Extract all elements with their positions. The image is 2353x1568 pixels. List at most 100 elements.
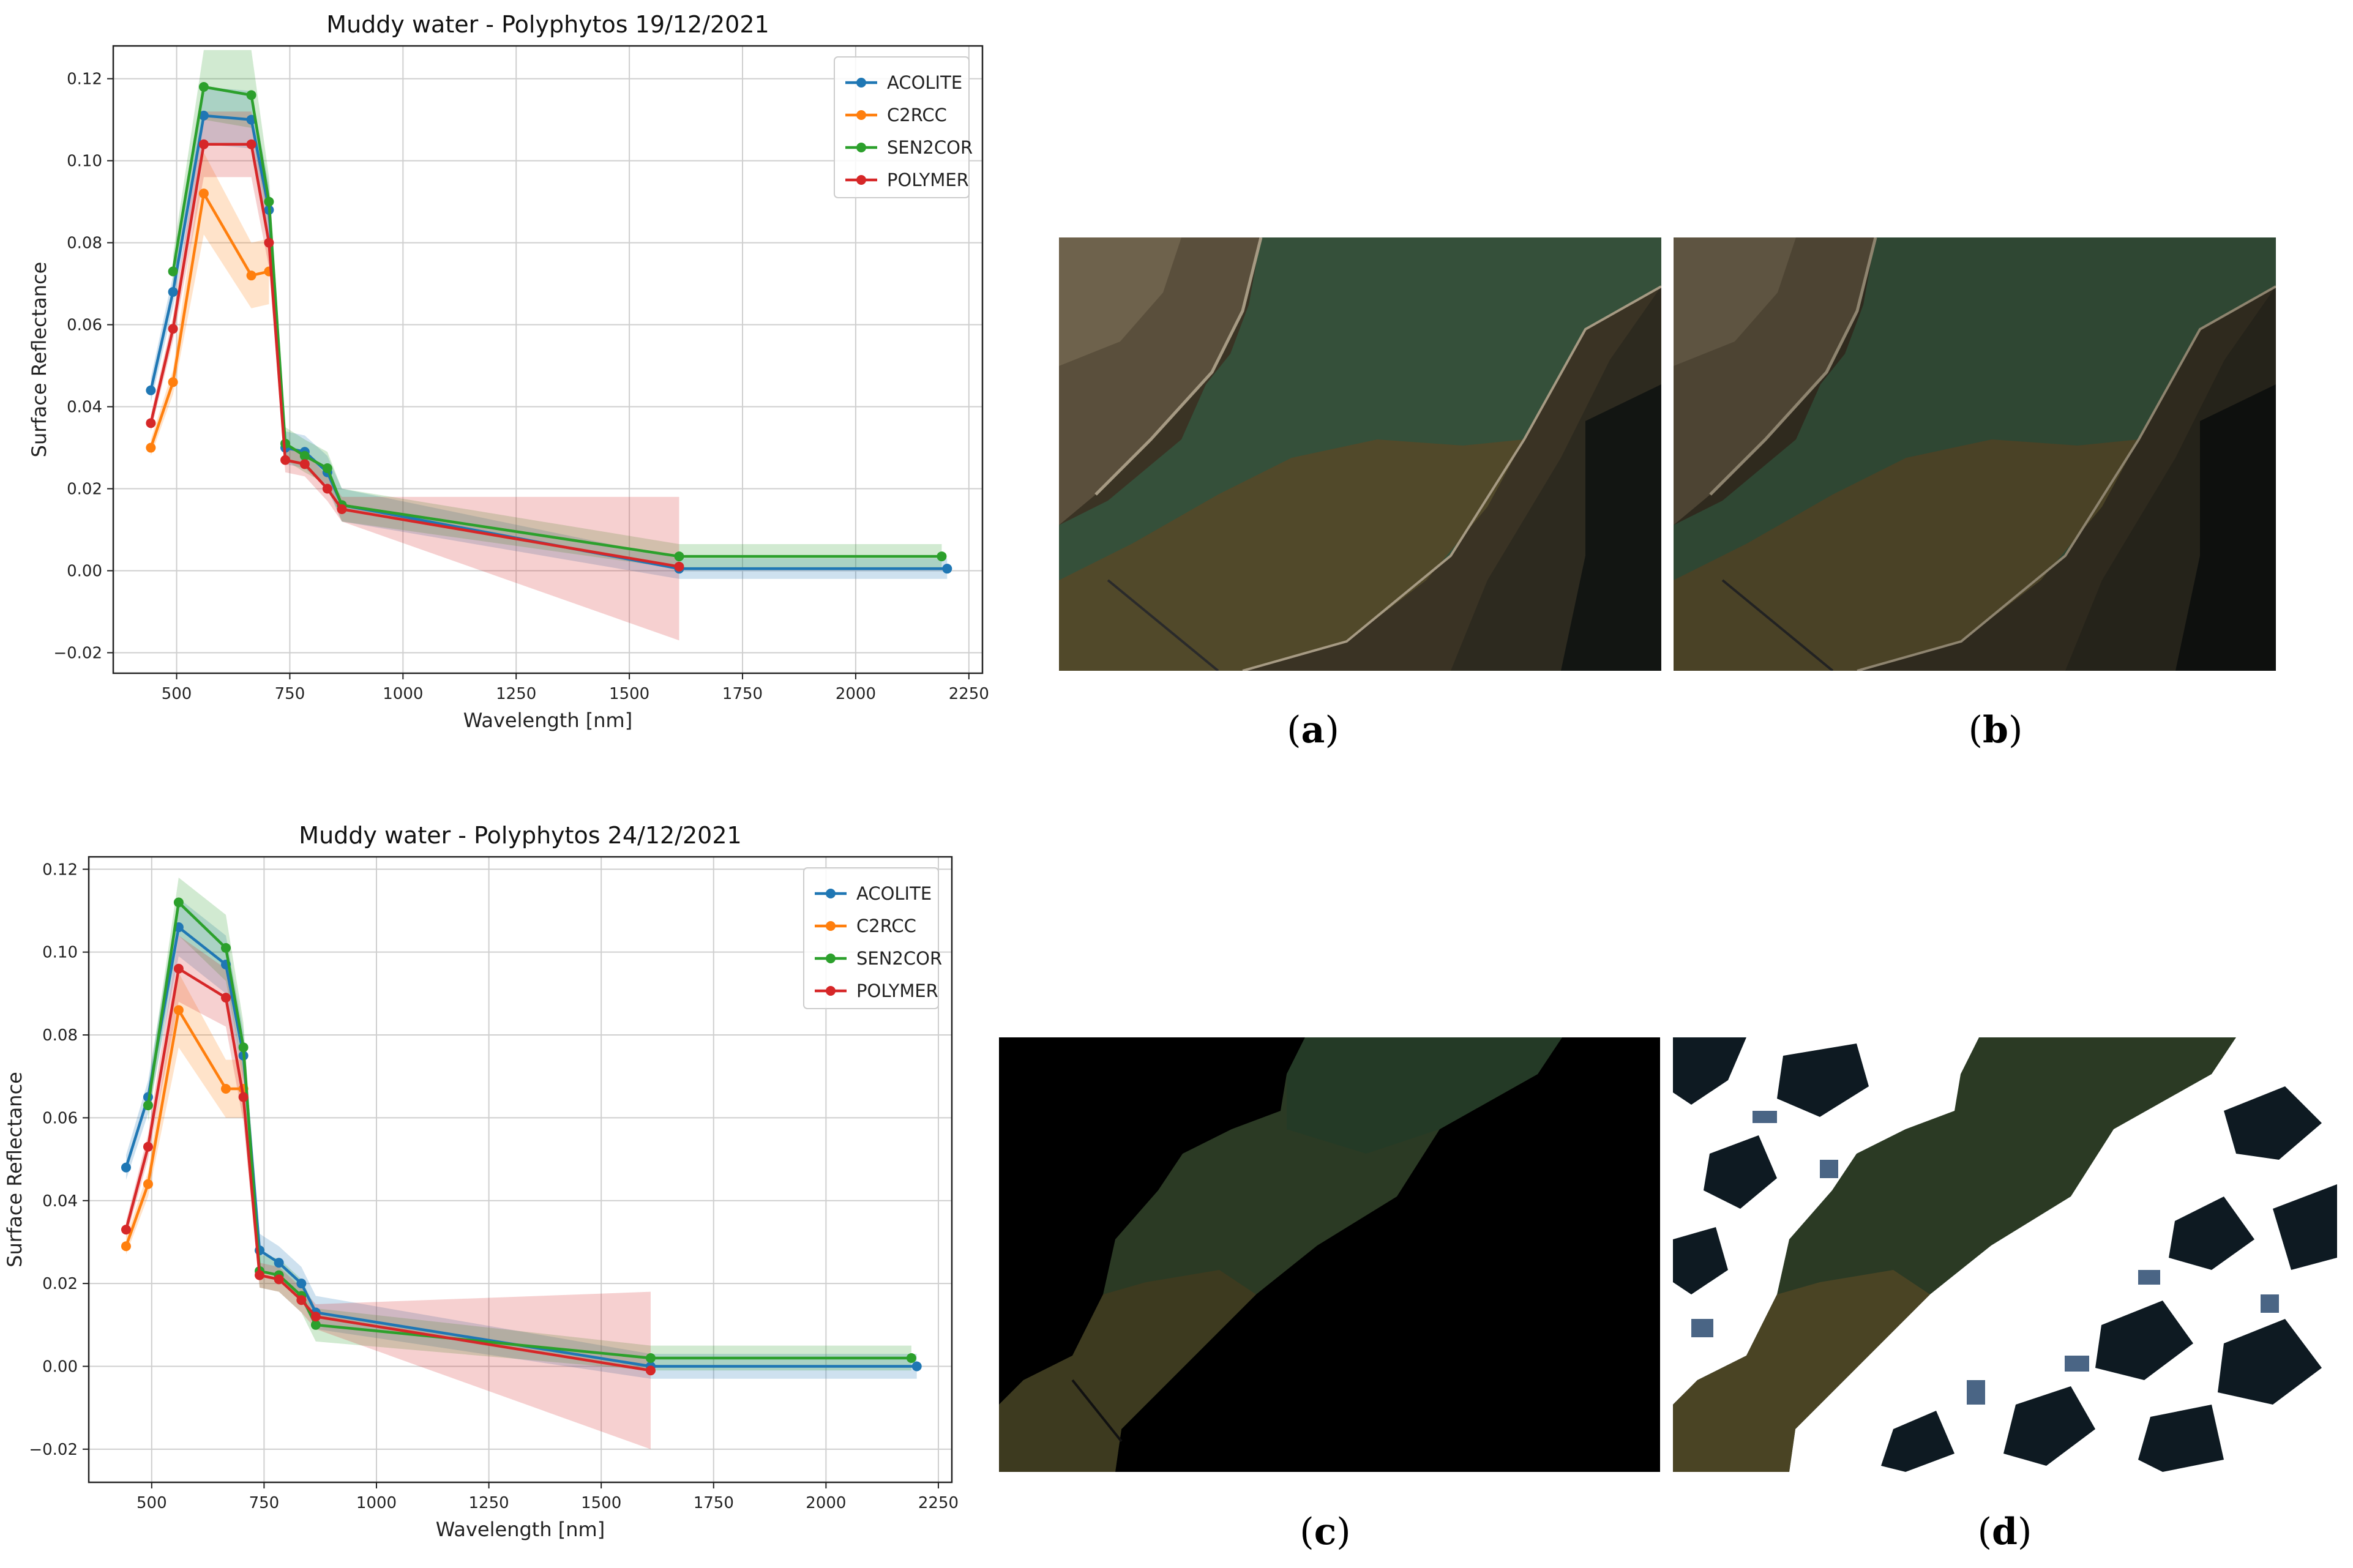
legend-marker-sen2cor <box>856 143 866 152</box>
band-sen2cor <box>148 877 911 1371</box>
legend-marker-acolite <box>856 78 866 88</box>
band-polymer <box>125 935 651 1449</box>
x-tick-label: 1750 <box>722 685 763 703</box>
data-point-sen2cor <box>310 1320 321 1330</box>
chart-title: Muddy water - Polyphytos 24/12/2021 <box>299 822 741 849</box>
series-line-sen2cor <box>171 85 942 558</box>
legend-label-sen2cor: SEN2COR <box>887 137 973 158</box>
band-acolite <box>125 898 917 1379</box>
y-tick-label: 0.02 <box>42 1275 78 1293</box>
satellite-image-c <box>999 1037 1660 1472</box>
data-point-acolite <box>146 385 156 395</box>
satellite-image-d <box>1673 1037 2337 1472</box>
x-axis-label: Wavelength [nm] <box>463 709 632 732</box>
data-point-c2rcc <box>146 442 156 453</box>
x-tick-label: 500 <box>137 1494 167 1512</box>
data-point-acolite <box>168 286 178 297</box>
data-point-polymer <box>645 1365 656 1376</box>
data-point-c2rcc <box>143 1179 153 1189</box>
x-tick-label: 2000 <box>806 1494 846 1512</box>
satellite-image-a <box>1059 237 1661 671</box>
y-tick-label: 0.04 <box>42 1192 78 1211</box>
legend-label-c2rcc: C2RCC <box>887 105 947 125</box>
x-tick-label: 1500 <box>581 1494 621 1512</box>
y-axis-label: Surface Reflectance <box>3 1072 26 1267</box>
data-point-acolite <box>274 1258 284 1268</box>
legend-marker-sen2cor <box>826 954 836 963</box>
data-point-sen2cor <box>220 943 231 953</box>
band-polymer <box>151 111 679 641</box>
y-tick-label: −0.02 <box>29 1441 78 1459</box>
series-line-polymer <box>149 143 679 569</box>
data-point-polymer <box>246 139 256 149</box>
series-line-polymer <box>124 966 651 1372</box>
x-tick-label: 2250 <box>918 1494 959 1512</box>
x-tick-label: 1250 <box>496 685 536 703</box>
data-point-acolite <box>296 1279 307 1289</box>
caption-c: (c) <box>1300 1510 1351 1553</box>
data-point-sen2cor <box>238 1042 249 1053</box>
data-point-c2rcc <box>246 271 256 281</box>
data-point-sen2cor <box>299 450 310 461</box>
data-point-polymer <box>310 1312 321 1322</box>
data-point-polymer <box>146 418 156 428</box>
legend-label-c2rcc: C2RCC <box>856 916 916 936</box>
y-tick-label: 0.12 <box>67 70 102 89</box>
legend-marker-polymer <box>826 986 836 996</box>
data-point-polymer <box>173 963 184 974</box>
x-tick-label: 2250 <box>949 685 989 703</box>
y-tick-label: 0.06 <box>42 1109 78 1127</box>
data-point-polymer <box>121 1225 131 1235</box>
legend-box <box>834 56 970 198</box>
legend-marker-c2rcc <box>826 921 836 931</box>
chart-top: Muddy water - Polyphytos 19/12/2021 500 75… <box>0 0 1004 753</box>
legend-label-polymer: POLYMER <box>887 170 969 190</box>
data-point-polymer <box>198 139 209 149</box>
caption-a: (a) <box>1287 709 1339 752</box>
image-panel-b <box>1674 237 2276 671</box>
plot-frame <box>112 45 984 674</box>
chart-bottom: Muddy water - Polyphytos 24/12/2021 500 75… <box>0 796 1004 1561</box>
chart-bottom-svg: Muddy water - Polyphytos 24/12/2021 500 75… <box>3 822 959 1541</box>
caption-b: (b) <box>1968 709 2023 752</box>
data-point-sen2cor <box>264 196 274 207</box>
legend-marker-polymer <box>856 175 866 185</box>
data-point-acolite <box>911 1361 922 1372</box>
data-point-c2rcc <box>173 1005 184 1015</box>
plot-frame <box>88 856 953 1484</box>
caption-d: (d) <box>1977 1510 2032 1553</box>
legend-label-acolite: ACOLITE <box>856 883 932 904</box>
image-panel-d <box>1673 1037 2337 1472</box>
data-point-polymer <box>674 561 684 572</box>
legend-marker-acolite <box>826 889 836 898</box>
y-axis-label: Surface Reflectance <box>28 262 51 458</box>
data-point-polymer <box>337 504 347 515</box>
data-point-acolite <box>942 564 952 574</box>
y-tick-label: 0.04 <box>67 398 102 417</box>
satellite-image-b <box>1674 237 2276 671</box>
x-tick-label: 1500 <box>609 685 649 703</box>
data-point-c2rcc <box>168 377 178 387</box>
data-point-sen2cor <box>937 551 947 562</box>
data-point-polymer <box>274 1274 284 1285</box>
y-tick-label: 0.12 <box>42 861 78 879</box>
data-point-polymer <box>238 1092 249 1102</box>
data-point-sen2cor <box>198 81 209 92</box>
data-point-polymer <box>322 483 332 494</box>
data-point-acolite <box>198 110 209 121</box>
data-point-sen2cor <box>168 266 178 277</box>
data-point-c2rcc <box>220 1084 231 1094</box>
y-tick-label: 0.00 <box>42 1357 78 1376</box>
band-acolite <box>151 86 948 579</box>
x-tick-label: 500 <box>162 685 192 703</box>
data-point-acolite <box>121 1162 131 1173</box>
band-c2rcc <box>151 152 269 456</box>
y-tick-label: 0.00 <box>67 562 102 581</box>
y-tick-label: 0.02 <box>67 480 102 499</box>
data-point-sen2cor <box>143 1100 153 1111</box>
data-point-polymer <box>143 1141 153 1152</box>
legend-label-polymer: POLYMER <box>856 980 938 1001</box>
y-tick-label: −0.02 <box>53 644 102 663</box>
data-point-polymer <box>296 1295 307 1305</box>
data-point-c2rcc <box>198 189 209 199</box>
